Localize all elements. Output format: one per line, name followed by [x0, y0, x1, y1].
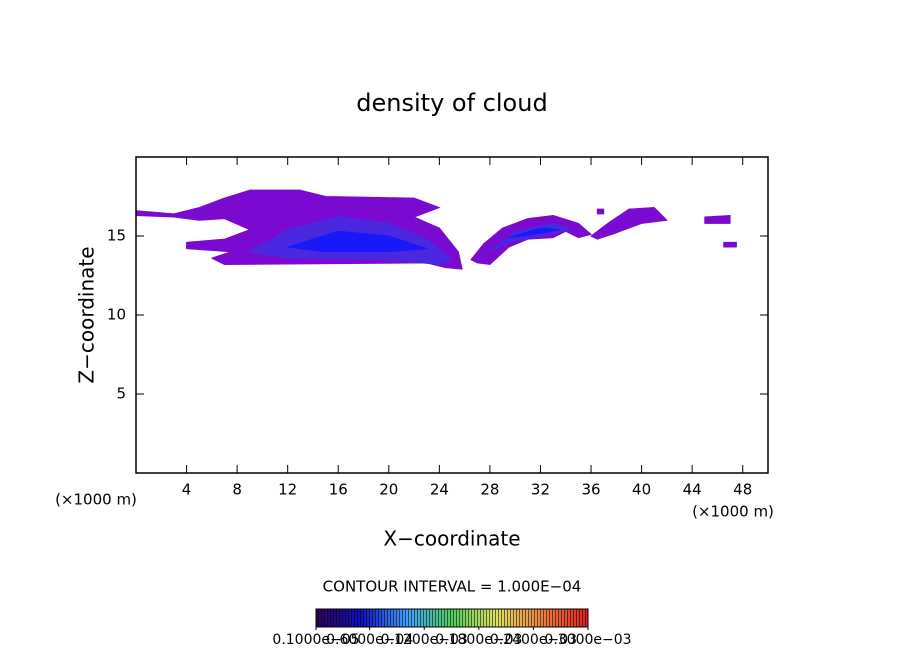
contour-region	[470, 214, 592, 265]
colorbar-tick-label: 0.1200e−03	[381, 632, 468, 648]
contour-region	[590, 207, 668, 240]
y-unit: (×1000 m)	[55, 491, 137, 509]
chart-title: density of cloud	[356, 89, 547, 117]
x-tick-label: 16	[329, 481, 348, 499]
contour-region	[704, 214, 731, 224]
contour-interval: CONTOUR INTERVAL = 1.000E−04	[323, 578, 582, 596]
colorbar-tick-label: 0.6000e−04	[326, 632, 413, 648]
contour-region	[723, 241, 737, 248]
x-tick-label: 36	[581, 481, 600, 499]
x-tick-label: 24	[430, 481, 449, 499]
contour-region	[596, 208, 605, 215]
x-tick-label: 20	[379, 481, 398, 499]
x-tick-label: 8	[232, 481, 242, 499]
x-tick-label: 28	[480, 481, 499, 499]
x-tick-label: 40	[632, 481, 651, 499]
contour-region	[508, 227, 560, 239]
y-tick-label: 15	[107, 227, 126, 245]
y-axis-label: Z−coordinate	[75, 246, 99, 383]
x-tick-label: 48	[733, 481, 752, 499]
y-tick-label: 10	[107, 306, 126, 324]
x-tick-label: 4	[182, 481, 192, 499]
x-tick-label: 32	[531, 481, 550, 499]
colorbar-tick-label: 0.2400e−03	[490, 632, 577, 648]
colorbar-stripes	[316, 609, 588, 627]
x-unit: (×1000 m)	[692, 503, 774, 521]
colorbar-tick-label: 0.3000e−03	[544, 632, 631, 648]
colorbar-tick-label: 0.1000e−05	[272, 632, 359, 648]
x-tick-label: 44	[683, 481, 702, 499]
contour-region	[287, 230, 428, 253]
x-axis-label: X−coordinate	[383, 527, 520, 551]
colorbar-tick-label: 0.1800e−03	[435, 632, 522, 648]
y-tick-label: 5	[116, 385, 126, 403]
x-tick-label: 12	[278, 481, 297, 499]
